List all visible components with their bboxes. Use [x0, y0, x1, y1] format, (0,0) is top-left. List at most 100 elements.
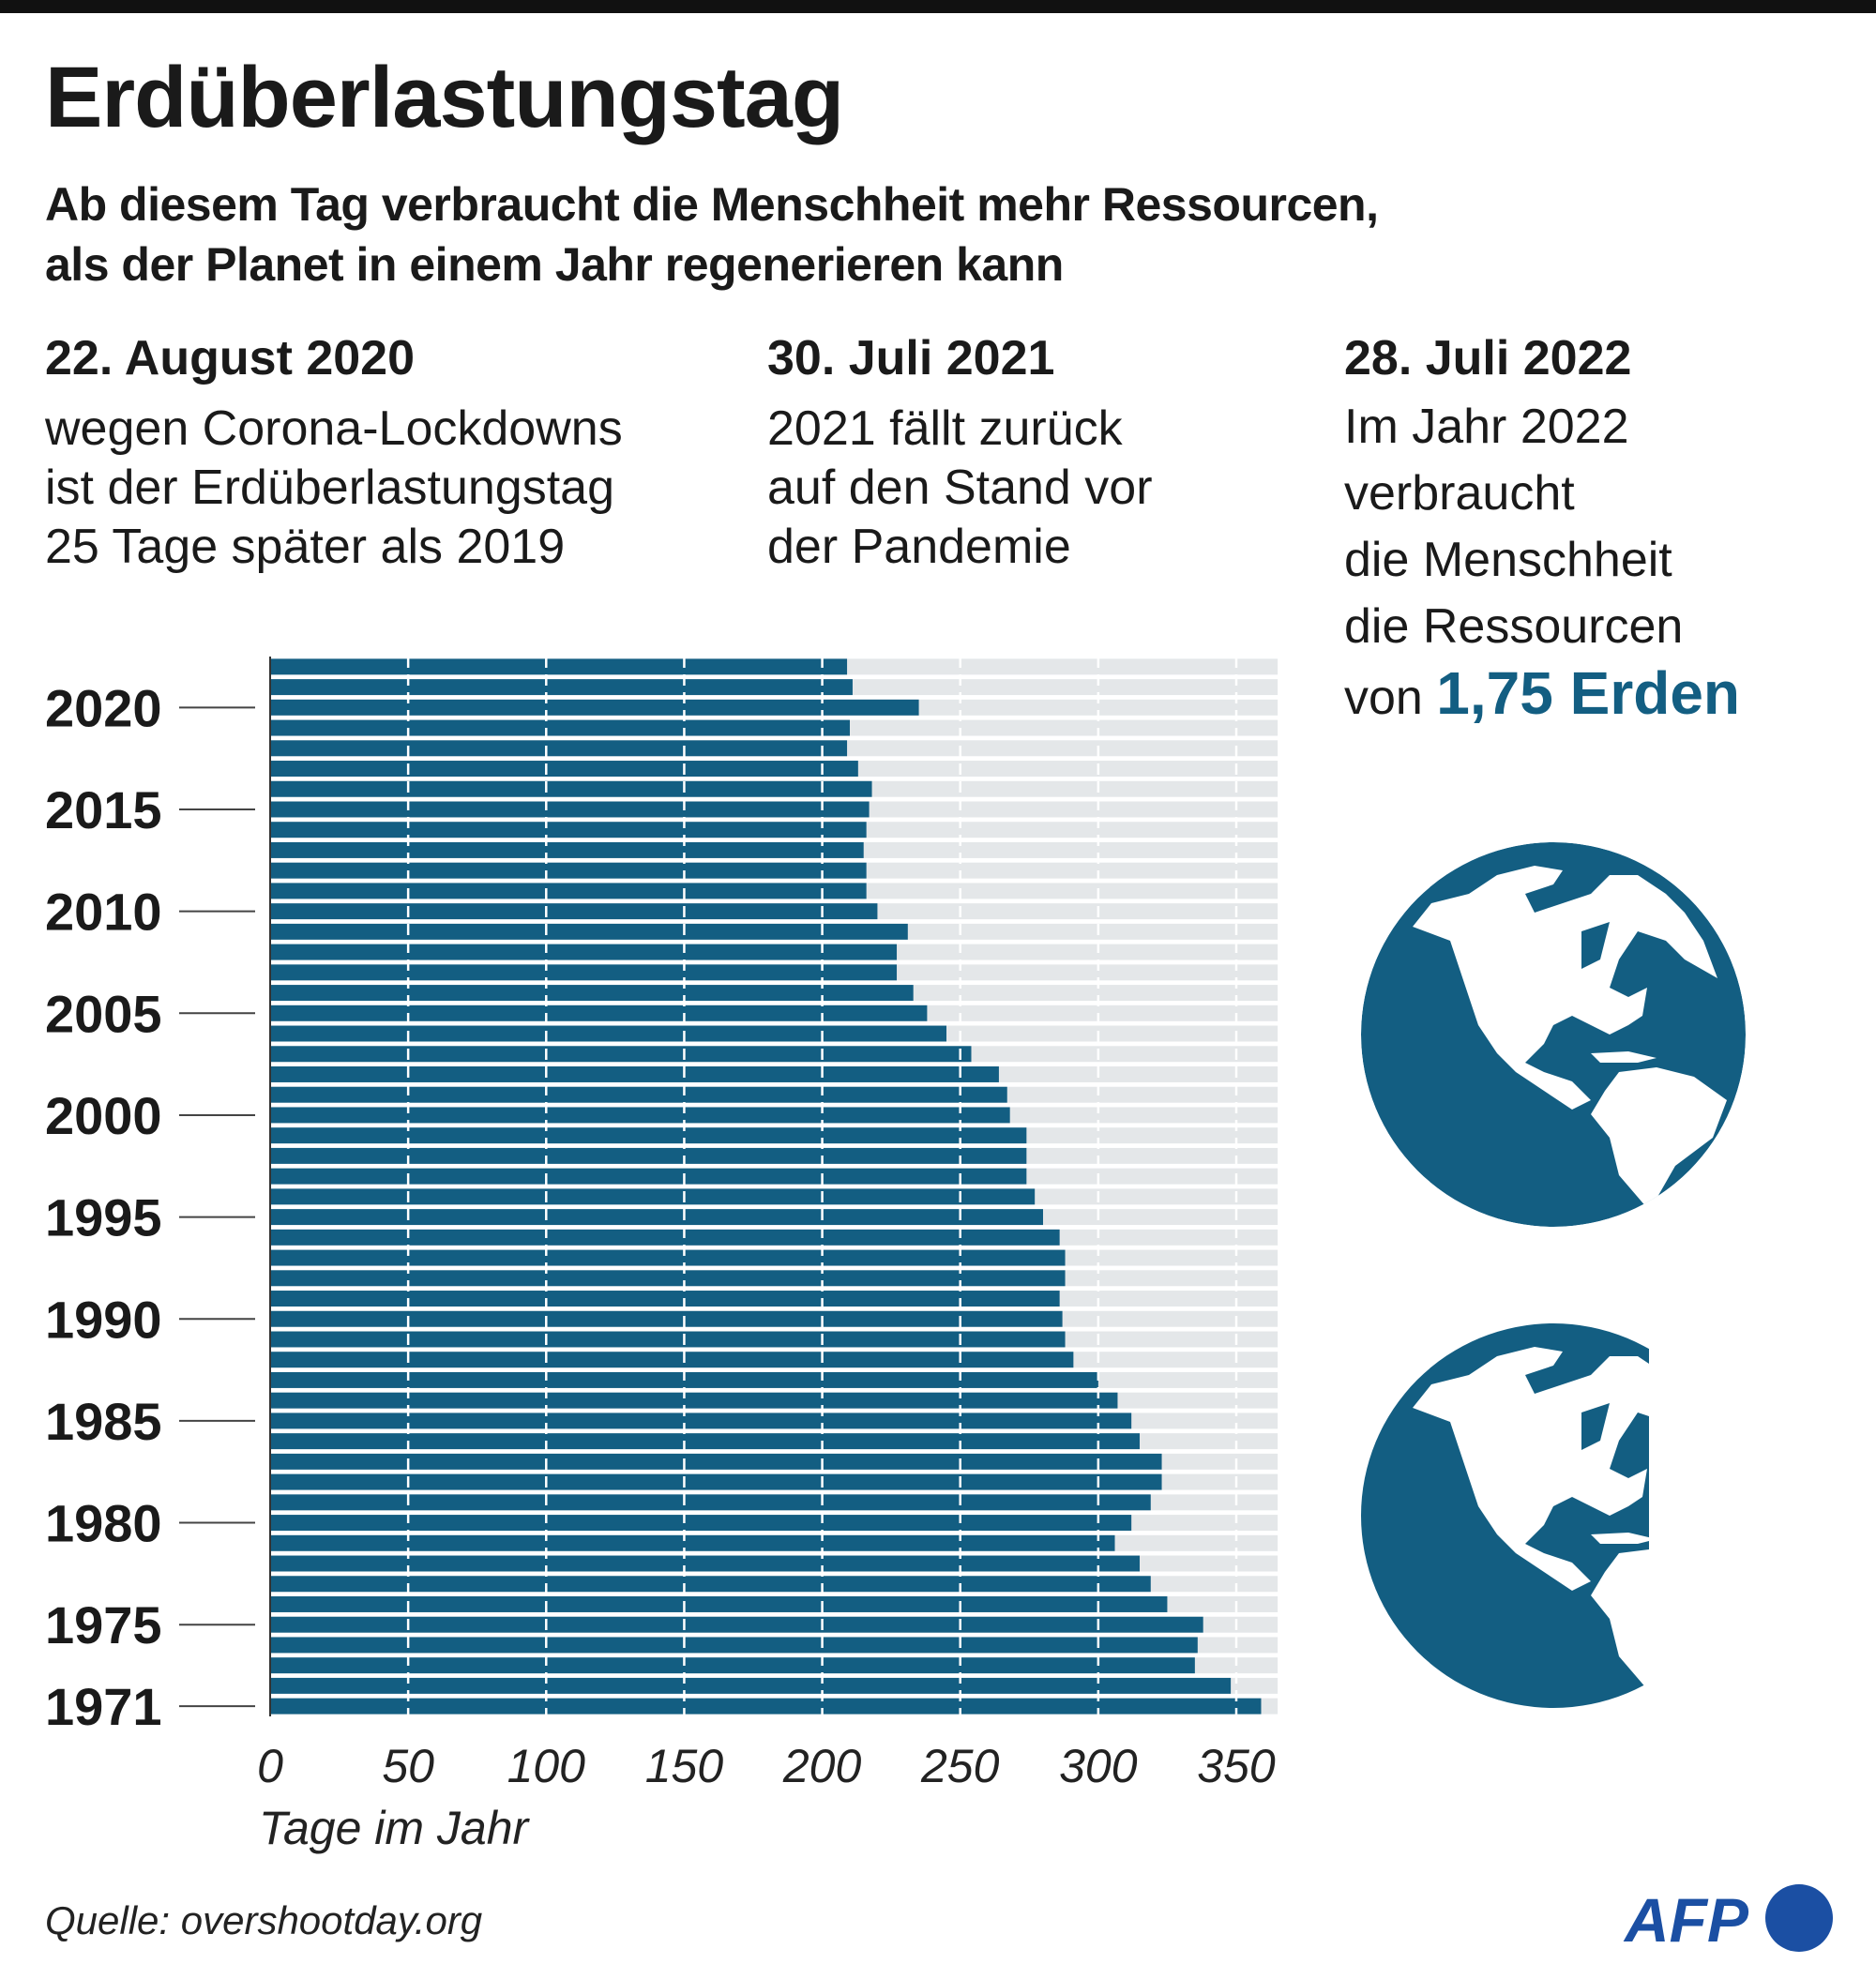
bar-2010 — [270, 903, 878, 920]
subtitle-line: Ab diesem Tag verbraucht die Menschheit … — [45, 178, 1379, 231]
y-tick-label: 1975 — [45, 1595, 162, 1654]
annotation-heading: 22. August 2020 — [45, 331, 416, 385]
bar-2008 — [270, 944, 898, 960]
x-tick-label: 0 — [257, 1740, 283, 1792]
bar-1982 — [270, 1473, 1162, 1490]
y-ticks: 2020 2015 2010 2005 2000 1995 1990 1985 1980 1975… — [45, 678, 255, 1736]
annotation-line: die Ressourcen — [1344, 599, 1684, 654]
bar-1995 — [270, 1209, 1043, 1226]
bar-1991 — [270, 1291, 1060, 1307]
bar-2020 — [270, 699, 919, 716]
annotation-heading: 30. Juli 2021 — [767, 331, 1055, 385]
bar-1973 — [270, 1657, 1195, 1674]
bar-1998 — [270, 1147, 1027, 1164]
y-tick-label: 1995 — [45, 1188, 162, 1247]
annotation-line: ist der Erdüberlastungstag — [45, 461, 615, 515]
bar-1990 — [270, 1310, 1063, 1327]
bar-1981 — [270, 1494, 1151, 1511]
bar-1994 — [270, 1229, 1060, 1246]
bar-2015 — [270, 801, 870, 818]
y-tick-label: 2000 — [45, 1086, 162, 1145]
y-tick-label: 1980 — [45, 1494, 162, 1553]
bar-2019 — [270, 719, 850, 736]
afp-logo-dot — [1765, 1884, 1833, 1952]
gridlines — [406, 657, 1238, 1716]
x-ticks: 0 50 100 150 200 250 300 350 — [257, 1740, 1276, 1792]
x-tick-label: 300 — [1059, 1740, 1138, 1792]
bar-2005 — [270, 1005, 928, 1021]
bar-1997 — [270, 1168, 1027, 1185]
afp-logo-text: AFP — [1623, 1885, 1749, 1955]
bar-2012 — [270, 862, 867, 879]
annotation-line: die Menschheit — [1344, 533, 1672, 587]
bar-1993 — [270, 1249, 1066, 1266]
y-tick-label: 1990 — [45, 1290, 162, 1349]
bar-2004 — [270, 1025, 946, 1042]
bar-2014 — [270, 822, 867, 838]
afp-logo: AFP — [1623, 1884, 1833, 1955]
bar-1984 — [270, 1433, 1140, 1450]
bar-1986 — [270, 1392, 1118, 1409]
bar-2001 — [270, 1086, 1007, 1103]
bar-2018 — [270, 740, 848, 757]
bar-2013 — [270, 841, 864, 858]
annotation-prefix: von — [1344, 671, 1437, 725]
x-tick-label: 350 — [1197, 1740, 1276, 1792]
earths-highlight: 1,75 Erden — [1436, 659, 1741, 727]
bar-2021 — [270, 679, 853, 696]
y-tick-label: 2010 — [45, 883, 162, 942]
bar-1978 — [270, 1555, 1140, 1572]
top-rule — [0, 0, 1876, 13]
globe-icon — [1361, 842, 1746, 1227]
x-tick-label: 150 — [645, 1740, 724, 1792]
bar-2011 — [270, 883, 867, 899]
y-tick-label: 2015 — [45, 780, 162, 839]
bar-1992 — [270, 1270, 1066, 1287]
bar-1971 — [270, 1698, 1262, 1715]
bar-1996 — [270, 1188, 1036, 1205]
bar-2016 — [270, 780, 872, 797]
annotation-2022: 28. Juli 2022 Im Jahr 2022 verbraucht di… — [1344, 330, 1740, 732]
bar-1977 — [270, 1576, 1151, 1593]
y-tick-label: 1985 — [45, 1392, 162, 1451]
y-tick-label: 2020 — [45, 678, 162, 737]
partial-globe-icon — [1361, 1323, 1649, 1708]
source-note: Quelle: overshootday.org — [45, 1898, 483, 1942]
bar-1976 — [270, 1596, 1168, 1612]
x-tick-label: 250 — [920, 1740, 1000, 1792]
annotation-line: 2021 fällt zurück — [767, 401, 1123, 456]
annotation-2020: 22. August 2020 wegen Corona-Lockdowns i… — [45, 330, 623, 577]
chart-subtitle: Ab diesem Tag verbraucht die Menschheit … — [45, 174, 1379, 295]
annotation-line: Im Jahr 2022 — [1344, 400, 1629, 454]
bar-1999 — [270, 1127, 1027, 1144]
annotation-line: der Pandemie — [767, 520, 1071, 574]
bar-1979 — [270, 1534, 1115, 1551]
y-tick-label: 1971 — [45, 1677, 162, 1736]
chart-title: Erdüberlastungstag — [45, 50, 844, 145]
x-tick-label: 50 — [382, 1740, 434, 1792]
bar-2000 — [270, 1107, 1010, 1124]
annotation-line: wegen Corona-Lockdowns — [45, 401, 623, 456]
x-tick-label: 200 — [782, 1740, 862, 1792]
bar-1989 — [270, 1331, 1066, 1348]
bar-2002 — [270, 1066, 999, 1082]
annotation-line: 25 Tage später als 2019 — [45, 520, 566, 574]
annotation-line: von 1,75 Erden — [1344, 660, 1740, 732]
bars — [270, 658, 1262, 1715]
annotation-line: verbraucht — [1344, 466, 1575, 521]
subtitle-line: als der Planet in einem Jahr regeneriere… — [45, 238, 1064, 291]
bar-1975 — [270, 1616, 1203, 1633]
annotation-line: auf den Stand vor — [767, 461, 1153, 515]
x-tick-label: 100 — [507, 1740, 586, 1792]
bar-1980 — [270, 1515, 1132, 1532]
bar-1985 — [270, 1412, 1132, 1429]
x-axis-label: Tage im Jahr — [259, 1802, 531, 1854]
y-tick-label: 2005 — [45, 984, 162, 1043]
bar-2017 — [270, 761, 858, 777]
bar-1988 — [270, 1352, 1074, 1368]
annotation-2021: 30. Juli 2021 2021 fällt zurück auf den … — [767, 330, 1153, 577]
bar-1974 — [270, 1637, 1198, 1654]
bar-1972 — [270, 1677, 1232, 1694]
annotation-heading: 28. Juli 2022 — [1344, 331, 1632, 385]
